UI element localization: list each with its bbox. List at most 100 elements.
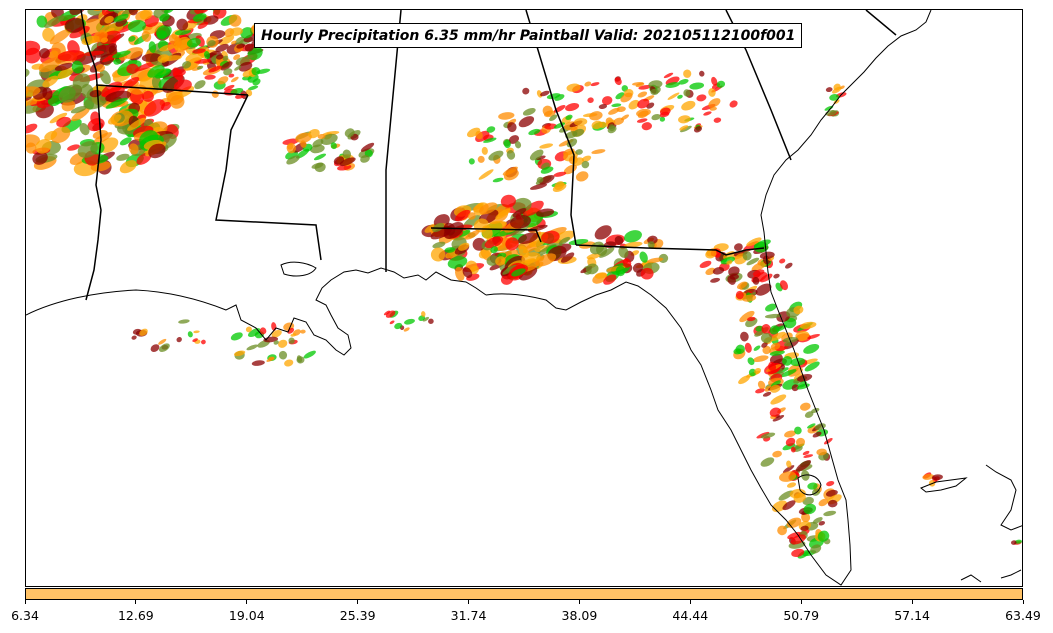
precip-blob [89, 89, 102, 98]
precip-blob [194, 10, 211, 15]
precip-blob [218, 35, 235, 46]
precip-blob [478, 169, 494, 180]
state-border-tx-la [80, 10, 102, 301]
precip-blob [512, 207, 527, 218]
coastline-bahamas [920, 477, 968, 493]
precip-blob [818, 521, 826, 526]
precip-blob [502, 264, 517, 275]
colorbar-tick-label: 19.04 [228, 608, 265, 623]
precip-blob [288, 337, 295, 344]
precip-blob [174, 36, 182, 47]
precip-blob [618, 246, 629, 258]
precip-blob [589, 241, 605, 255]
precip-blob [620, 114, 630, 121]
precip-blob [694, 126, 702, 133]
precip-blob [528, 128, 541, 136]
precip-blob [223, 84, 235, 91]
precip-blob [705, 267, 716, 276]
precip-blob [807, 482, 818, 490]
precip-blob [107, 114, 122, 125]
precip-blob [753, 355, 769, 363]
precip-blob [108, 45, 118, 56]
precip-blob [228, 73, 235, 78]
precip-blob [42, 27, 55, 42]
precip-blob [159, 44, 176, 52]
precip-blob [640, 267, 654, 280]
precip-blob [197, 21, 209, 29]
precip-blob [647, 257, 664, 263]
colorbar-tick [357, 600, 359, 604]
precip-blob [734, 243, 743, 251]
precip-blob [829, 94, 840, 101]
precip-blob [186, 37, 201, 48]
precip-blob [818, 498, 829, 507]
lake-okeechobee [797, 474, 822, 496]
precip-blob [711, 76, 718, 86]
precip-blob [803, 343, 820, 354]
precip-blob [468, 158, 475, 165]
precip-blob [61, 100, 76, 112]
colorbar-tick [689, 600, 691, 604]
precip-blob [112, 50, 131, 59]
precip-blob [663, 72, 674, 79]
precip-blob [308, 129, 320, 139]
colorbar-tick-label: 57.14 [894, 608, 931, 623]
precip-blob [678, 79, 689, 85]
precip-blob [769, 407, 781, 417]
precip-blob [229, 27, 243, 36]
precip-blob [483, 137, 497, 143]
precip-blob [777, 525, 787, 536]
precip-blob [126, 63, 139, 74]
precip-blob [632, 82, 644, 86]
precip-blob [90, 111, 101, 126]
precip-blob [495, 256, 506, 266]
precip-blob [773, 273, 780, 279]
precip-blob [795, 460, 812, 472]
precip-blob [478, 248, 492, 259]
precip-blob [157, 54, 170, 63]
colorbar-tick [24, 600, 26, 604]
precip-blob [801, 470, 810, 481]
precip-blob [333, 156, 345, 165]
precip-blob [639, 251, 648, 263]
precip-blob [128, 143, 139, 155]
precip-blob [594, 225, 612, 240]
precip-blob [793, 305, 804, 315]
precipitation-paintball-layer [26, 10, 1022, 559]
precip-blob [444, 247, 456, 253]
precip-blob [178, 319, 190, 324]
precip-blob [794, 426, 802, 435]
map-panel: Hourly Precipitation 6.35 mm/hr Paintbal… [25, 9, 1023, 587]
precip-blob [230, 332, 243, 341]
precip-blob [139, 328, 148, 336]
precip-blob [64, 17, 85, 33]
precip-blob [803, 503, 817, 515]
precip-blob [159, 343, 170, 352]
precip-blob [752, 269, 765, 277]
precip-blob [344, 128, 355, 138]
precip-blob [163, 10, 174, 14]
precip-blob [804, 361, 820, 372]
precip-blob [458, 242, 470, 251]
precip-blob [466, 127, 481, 138]
precip-blob [757, 380, 766, 390]
precip-blob [174, 28, 191, 36]
precip-blob [785, 437, 796, 447]
precip-blob [535, 253, 557, 267]
precip-blob [746, 257, 760, 266]
precip-blob [770, 342, 781, 351]
precip-blob [273, 340, 279, 345]
precip-blob [159, 13, 170, 22]
precip-blob [622, 258, 632, 268]
precip-blob [817, 530, 830, 542]
precip-blob [807, 423, 816, 429]
precip-blob [176, 18, 189, 31]
precip-blob [795, 330, 810, 341]
precip-blob [708, 98, 721, 108]
colorbar-tick-label: 12.69 [117, 608, 154, 623]
precip-blob [303, 350, 316, 359]
precip-blob [703, 111, 712, 116]
precip-blob [797, 373, 813, 382]
precip-blob [769, 350, 785, 356]
precip-blob [39, 48, 50, 59]
